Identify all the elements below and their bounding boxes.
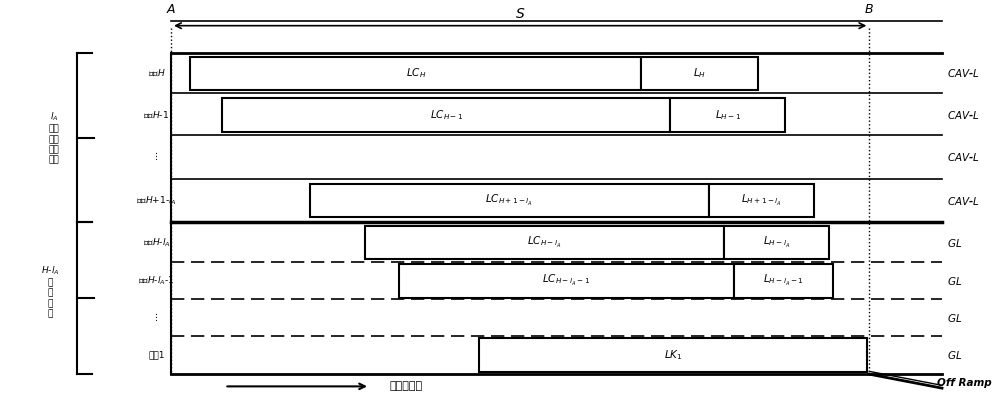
Text: $L_{H+1-l_A}$: $L_{H+1-l_A}$	[741, 193, 782, 208]
Text: 车道$H$+1-$l_A$: 车道$H$+1-$l_A$	[136, 194, 177, 207]
Text: $LC_H$: $LC_H$	[406, 66, 426, 80]
Text: 车道$H$-$l_A$: 车道$H$-$l_A$	[143, 236, 170, 249]
Text: $LC_{H-l_A-1}$: $LC_{H-l_A-1}$	[542, 274, 590, 288]
Text: $GL$: $GL$	[947, 349, 962, 361]
Text: $GL$: $GL$	[947, 236, 962, 248]
FancyBboxPatch shape	[709, 184, 814, 217]
FancyBboxPatch shape	[190, 56, 641, 90]
Text: $L_{H-1}$: $L_{H-1}$	[715, 108, 741, 122]
Text: $S$: $S$	[515, 8, 525, 22]
FancyBboxPatch shape	[310, 184, 709, 217]
Text: 交通流方向: 交通流方向	[389, 381, 422, 391]
Text: $GL$: $GL$	[947, 312, 962, 324]
Text: Off Ramp: Off Ramp	[937, 378, 992, 388]
Text: $LC_{H-1}$: $LC_{H-1}$	[430, 108, 463, 122]
Text: $GL$: $GL$	[947, 275, 962, 287]
Text: ⋮: ⋮	[152, 313, 161, 322]
Text: $L_{H-l_A}$: $L_{H-l_A}$	[763, 235, 790, 250]
FancyBboxPatch shape	[670, 98, 785, 132]
FancyBboxPatch shape	[479, 338, 867, 372]
Text: ⋮: ⋮	[152, 152, 161, 162]
FancyBboxPatch shape	[399, 264, 734, 298]
FancyBboxPatch shape	[734, 264, 833, 298]
Text: $H$-$l_A$
通
用
车
道: $H$-$l_A$ 通 用 车 道	[41, 264, 60, 318]
Text: $CAV$-$L$: $CAV$-$L$	[947, 195, 980, 207]
Text: $LC_{H-l_A}$: $LC_{H-l_A}$	[527, 235, 562, 250]
Text: 车道$H$-1: 车道$H$-1	[143, 110, 170, 120]
Text: 车道$H$: 车道$H$	[148, 68, 165, 78]
FancyBboxPatch shape	[641, 56, 758, 90]
Text: $l_A$
自动
驾驶
专用
车道: $l_A$ 自动 驾驶 专用 车道	[49, 110, 60, 165]
Text: $LK_1$: $LK_1$	[664, 348, 683, 362]
FancyBboxPatch shape	[222, 98, 670, 132]
Text: 车道$H$-$l_A$-1: 车道$H$-$l_A$-1	[138, 275, 175, 287]
Text: $LC_{H+1-l_A}$: $LC_{H+1-l_A}$	[485, 193, 534, 208]
Text: $CAV$-$L$: $CAV$-$L$	[947, 67, 980, 79]
Text: $B$: $B$	[864, 3, 874, 16]
Text: $A$: $A$	[166, 3, 176, 16]
FancyBboxPatch shape	[724, 226, 829, 259]
Text: $CAV$-$L$: $CAV$-$L$	[947, 151, 980, 163]
Text: $CAV$-$L$: $CAV$-$L$	[947, 109, 980, 121]
Text: $L_H$: $L_H$	[693, 66, 706, 80]
Text: $L_{H-l_A-1}$: $L_{H-l_A-1}$	[763, 274, 804, 288]
FancyBboxPatch shape	[365, 226, 724, 259]
Text: 车道1: 车道1	[148, 350, 165, 360]
